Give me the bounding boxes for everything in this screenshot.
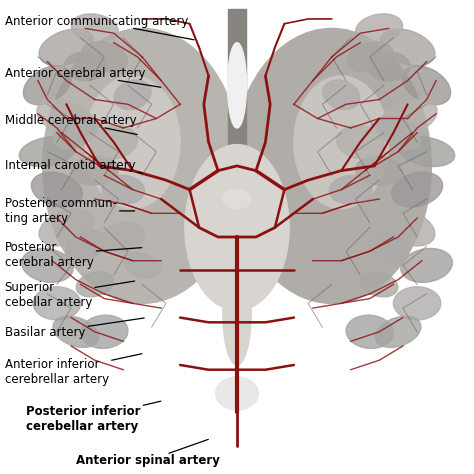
Ellipse shape xyxy=(356,14,403,43)
Ellipse shape xyxy=(19,137,75,166)
Ellipse shape xyxy=(65,230,105,263)
Ellipse shape xyxy=(294,76,389,209)
Text: Posterior
cerebral artery: Posterior cerebral artery xyxy=(5,240,142,269)
Ellipse shape xyxy=(337,125,384,159)
Ellipse shape xyxy=(39,209,94,246)
Ellipse shape xyxy=(102,175,145,204)
Ellipse shape xyxy=(378,100,437,137)
Ellipse shape xyxy=(346,315,393,348)
Ellipse shape xyxy=(31,172,82,207)
Ellipse shape xyxy=(399,137,455,166)
Ellipse shape xyxy=(346,42,393,72)
Polygon shape xyxy=(28,36,446,446)
Ellipse shape xyxy=(216,377,258,410)
Text: Basilar artery: Basilar artery xyxy=(5,318,144,339)
Ellipse shape xyxy=(228,43,246,128)
Ellipse shape xyxy=(33,287,81,320)
Ellipse shape xyxy=(369,230,409,263)
Text: Posterior inferior
cerebellar artery: Posterior inferior cerebellar artery xyxy=(26,401,161,434)
Ellipse shape xyxy=(64,52,107,81)
Ellipse shape xyxy=(21,248,73,283)
Ellipse shape xyxy=(380,209,435,246)
Ellipse shape xyxy=(223,190,251,209)
Ellipse shape xyxy=(37,100,96,137)
Ellipse shape xyxy=(402,66,451,105)
Text: Anterior inferior
cerebrellar artery: Anterior inferior cerebrellar artery xyxy=(5,354,142,386)
Ellipse shape xyxy=(376,117,420,149)
Ellipse shape xyxy=(223,261,251,365)
Text: Anterior cerebral artery: Anterior cerebral artery xyxy=(5,67,161,87)
Ellipse shape xyxy=(85,76,180,209)
Ellipse shape xyxy=(124,253,161,278)
Ellipse shape xyxy=(43,28,242,303)
Ellipse shape xyxy=(367,52,410,81)
Ellipse shape xyxy=(380,29,435,66)
Ellipse shape xyxy=(401,248,453,283)
Ellipse shape xyxy=(23,66,72,105)
Polygon shape xyxy=(228,9,246,237)
Ellipse shape xyxy=(375,316,421,347)
Text: Internal carotid artery: Internal carotid artery xyxy=(5,159,142,173)
Ellipse shape xyxy=(329,222,372,252)
Ellipse shape xyxy=(81,315,128,348)
Text: Superior
cebellar artery: Superior cebellar artery xyxy=(5,281,135,309)
Ellipse shape xyxy=(329,175,372,204)
Text: Posterior commun-
ting artery: Posterior commun- ting artery xyxy=(5,197,135,225)
Ellipse shape xyxy=(76,272,113,297)
Ellipse shape xyxy=(356,156,403,185)
Ellipse shape xyxy=(114,80,151,109)
Ellipse shape xyxy=(71,156,118,185)
Text: Anterior communicating artery: Anterior communicating artery xyxy=(5,15,194,40)
Ellipse shape xyxy=(185,145,289,310)
Ellipse shape xyxy=(90,125,137,159)
Ellipse shape xyxy=(53,316,99,347)
Ellipse shape xyxy=(39,29,94,66)
Ellipse shape xyxy=(392,172,443,207)
Ellipse shape xyxy=(393,287,441,320)
Ellipse shape xyxy=(361,272,398,297)
Ellipse shape xyxy=(81,42,128,72)
Ellipse shape xyxy=(323,80,360,109)
Ellipse shape xyxy=(54,117,98,149)
Text: Anterior spinal artery: Anterior spinal artery xyxy=(76,439,220,467)
Ellipse shape xyxy=(313,253,350,278)
Ellipse shape xyxy=(232,28,431,303)
Ellipse shape xyxy=(71,14,118,43)
Ellipse shape xyxy=(102,222,145,252)
Text: Middle cerebral artery: Middle cerebral artery xyxy=(5,114,137,135)
